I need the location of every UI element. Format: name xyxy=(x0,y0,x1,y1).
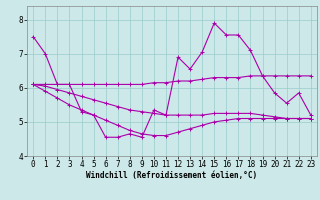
X-axis label: Windchill (Refroidissement éolien,°C): Windchill (Refroidissement éolien,°C) xyxy=(86,171,258,180)
